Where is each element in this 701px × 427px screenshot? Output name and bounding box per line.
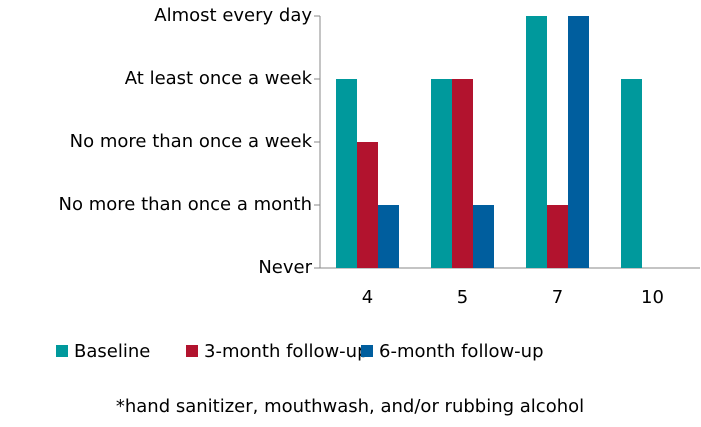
legend-label: 3-month follow-up xyxy=(204,341,369,362)
bar xyxy=(452,79,473,268)
x-tick-label: 4 xyxy=(362,287,373,308)
bar xyxy=(357,142,378,268)
legend-label: Baseline xyxy=(74,341,150,362)
y-tick-label: Almost every day xyxy=(154,5,312,26)
legend-swatch xyxy=(56,345,68,357)
bar xyxy=(526,16,547,268)
legend-swatch xyxy=(361,345,373,357)
bar xyxy=(473,205,494,268)
footnote: *hand sanitizer, mouthwash, and/or rubbi… xyxy=(116,396,584,417)
x-tick-label: 10 xyxy=(641,287,664,308)
y-tick-label: At least once a week xyxy=(125,68,313,89)
legend-label: 6-month follow-up xyxy=(379,341,544,362)
y-tick-label: No more than once a week xyxy=(70,131,313,152)
x-tick-label: 5 xyxy=(457,287,468,308)
bar xyxy=(378,205,399,268)
bar xyxy=(568,16,589,268)
bar xyxy=(547,205,568,268)
bar xyxy=(621,79,642,268)
x-tick-label: 7 xyxy=(552,287,563,308)
bar xyxy=(431,79,452,268)
y-tick-label: No more than once a month xyxy=(59,194,312,215)
y-tick-label: Never xyxy=(258,257,312,278)
bar xyxy=(336,79,357,268)
legend-swatch xyxy=(186,345,198,357)
